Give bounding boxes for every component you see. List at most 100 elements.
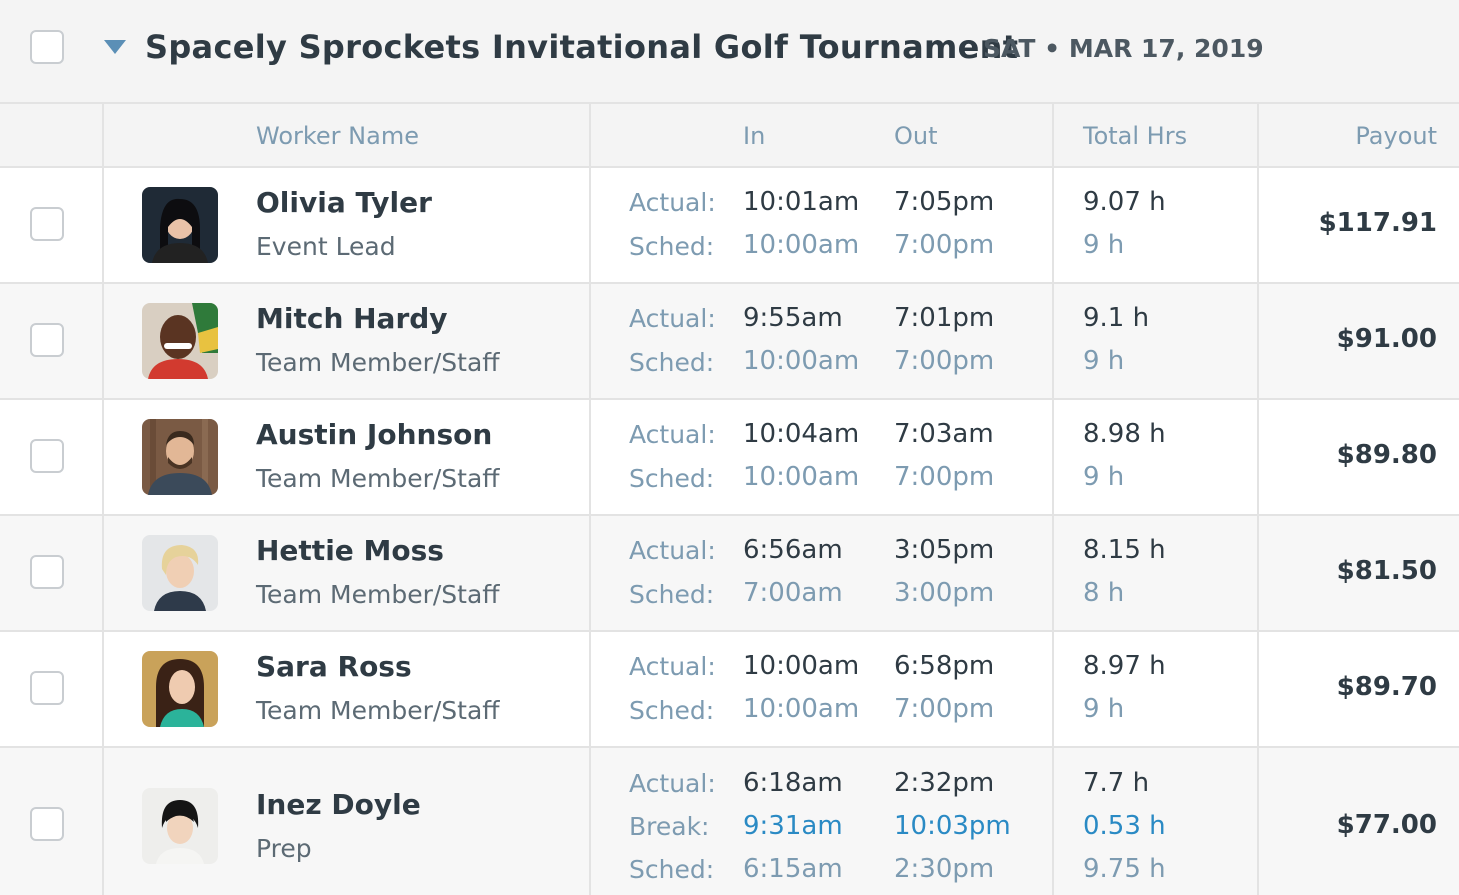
table-row[interactable]: Austin Johnson Team Member/Staff Actual:… (0, 400, 1459, 516)
actual-label: Actual: (629, 304, 716, 333)
actual-in-time: 10:04am (743, 419, 860, 449)
actual-out-time: 7:01pm (894, 303, 995, 333)
actual-label: Actual: (629, 420, 716, 449)
column-header-worker-name[interactable]: Worker Name (256, 122, 419, 150)
worker-role: Event Lead (256, 232, 396, 261)
column-header-in[interactable]: In (743, 122, 766, 150)
row-checkbox[interactable] (30, 555, 64, 589)
worker-name[interactable]: Sara Ross (256, 650, 412, 683)
column-divider (1257, 104, 1259, 895)
break-in-time[interactable]: 9:31am (743, 811, 843, 841)
break-hours: 0.53 h (1083, 811, 1166, 841)
sched-out-time: 2:30pm (894, 854, 995, 884)
avatar (142, 303, 218, 379)
worker-name[interactable]: Hettie Moss (256, 534, 444, 567)
payout-amount: $89.80 (1336, 440, 1437, 470)
worker-name[interactable]: Mitch Hardy (256, 302, 448, 335)
worker-role: Team Member/Staff (256, 696, 500, 725)
row-checkbox[interactable] (30, 671, 64, 705)
sched-in-time: 10:00am (743, 230, 860, 260)
row-checkbox[interactable] (30, 323, 64, 357)
sched-label: Sched: (629, 855, 715, 884)
actual-label: Actual: (629, 188, 716, 217)
worker-role: Team Member/Staff (256, 348, 500, 377)
event-title: Spacely Sprockets Invitational Golf Tour… (145, 28, 1019, 66)
table-row[interactable]: Inez Doyle Prep Actual: Break: Sched: 6:… (0, 748, 1459, 895)
sched-in-time: 10:00am (743, 346, 860, 376)
actual-in-time: 6:56am (743, 535, 843, 565)
sched-out-time: 7:00pm (894, 230, 995, 260)
table-row[interactable]: Mitch Hardy Team Member/Staff Actual: Sc… (0, 284, 1459, 400)
sched-label: Sched: (629, 580, 715, 609)
table-row[interactable]: Sara Ross Team Member/Staff Actual: Sche… (0, 632, 1459, 748)
sched-out-time: 3:00pm (894, 578, 995, 608)
row-checkbox[interactable] (30, 207, 64, 241)
event-date: SAT • MAR 17, 2019 (983, 34, 1264, 63)
actual-in-time: 10:01am (743, 187, 860, 217)
actual-out-time: 3:05pm (894, 535, 995, 565)
sched-hours: 8 h (1083, 578, 1125, 608)
avatar (142, 187, 218, 263)
sched-hours: 9 h (1083, 462, 1125, 492)
actual-label: Actual: (629, 536, 716, 565)
payout-amount: $81.50 (1336, 556, 1437, 586)
sched-hours: 9.75 h (1083, 854, 1166, 884)
actual-hours: 8.98 h (1083, 419, 1166, 449)
actual-in-time: 6:18am (743, 768, 843, 798)
break-label: Break: (629, 812, 710, 841)
worker-role: Prep (256, 834, 312, 863)
sched-out-time: 7:00pm (894, 694, 995, 724)
actual-hours: 8.97 h (1083, 651, 1166, 681)
column-header-payout[interactable]: Payout (1355, 122, 1437, 150)
payout-amount: $91.00 (1336, 324, 1437, 354)
sched-out-time: 7:00pm (894, 346, 995, 376)
avatar (142, 788, 218, 864)
actual-in-time: 9:55am (743, 303, 843, 333)
avatar (142, 535, 218, 611)
sched-in-time: 6:15am (743, 854, 843, 884)
column-divider (589, 104, 591, 895)
sched-in-time: 10:00am (743, 694, 860, 724)
sched-label: Sched: (629, 696, 715, 725)
row-checkbox[interactable] (30, 807, 64, 841)
collapse-caret-icon[interactable] (104, 40, 126, 54)
actual-label: Actual: (629, 769, 716, 798)
actual-label: Actual: (629, 652, 716, 681)
worker-name[interactable]: Olivia Tyler (256, 186, 432, 219)
actual-out-time: 6:58pm (894, 651, 995, 681)
column-header-row: Worker Name In Out Total Hrs Payout (0, 104, 1459, 168)
column-header-total-hrs[interactable]: Total Hrs (1083, 122, 1188, 150)
worker-name[interactable]: Austin Johnson (256, 418, 493, 451)
sched-hours: 9 h (1083, 694, 1125, 724)
column-divider (1052, 104, 1054, 895)
column-header-out[interactable]: Out (894, 122, 938, 150)
sched-in-time: 10:00am (743, 462, 860, 492)
payout-amount: $117.91 (1318, 208, 1437, 238)
table-row[interactable]: Olivia Tyler Event Lead Actual: Sched: 1… (0, 168, 1459, 284)
actual-out-time: 2:32pm (894, 768, 995, 798)
payout-amount: $77.00 (1336, 810, 1437, 840)
event-header: Spacely Sprockets Invitational Golf Tour… (0, 0, 1459, 104)
actual-hours: 9.07 h (1083, 187, 1166, 217)
row-checkbox[interactable] (30, 439, 64, 473)
sched-label: Sched: (629, 464, 715, 493)
actual-out-time: 7:03am (894, 419, 994, 449)
sched-hours: 9 h (1083, 230, 1125, 260)
avatar (142, 651, 218, 727)
table-row[interactable]: Hettie Moss Team Member/Staff Actual: Sc… (0, 516, 1459, 632)
sched-out-time: 7:00pm (894, 462, 995, 492)
column-divider (102, 104, 104, 895)
worker-name[interactable]: Inez Doyle (256, 788, 421, 821)
sched-label: Sched: (629, 232, 715, 261)
worker-role: Team Member/Staff (256, 580, 500, 609)
select-all-checkbox[interactable] (30, 30, 64, 64)
sched-in-time: 7:00am (743, 578, 843, 608)
actual-hours: 8.15 h (1083, 535, 1166, 565)
sched-label: Sched: (629, 348, 715, 377)
actual-hours: 9.1 h (1083, 303, 1150, 333)
actual-out-time: 7:05pm (894, 187, 995, 217)
actual-hours: 7.7 h (1083, 768, 1150, 798)
worker-role: Team Member/Staff (256, 464, 500, 493)
break-out-time[interactable]: 10:03pm (894, 811, 1011, 841)
sched-hours: 9 h (1083, 346, 1125, 376)
